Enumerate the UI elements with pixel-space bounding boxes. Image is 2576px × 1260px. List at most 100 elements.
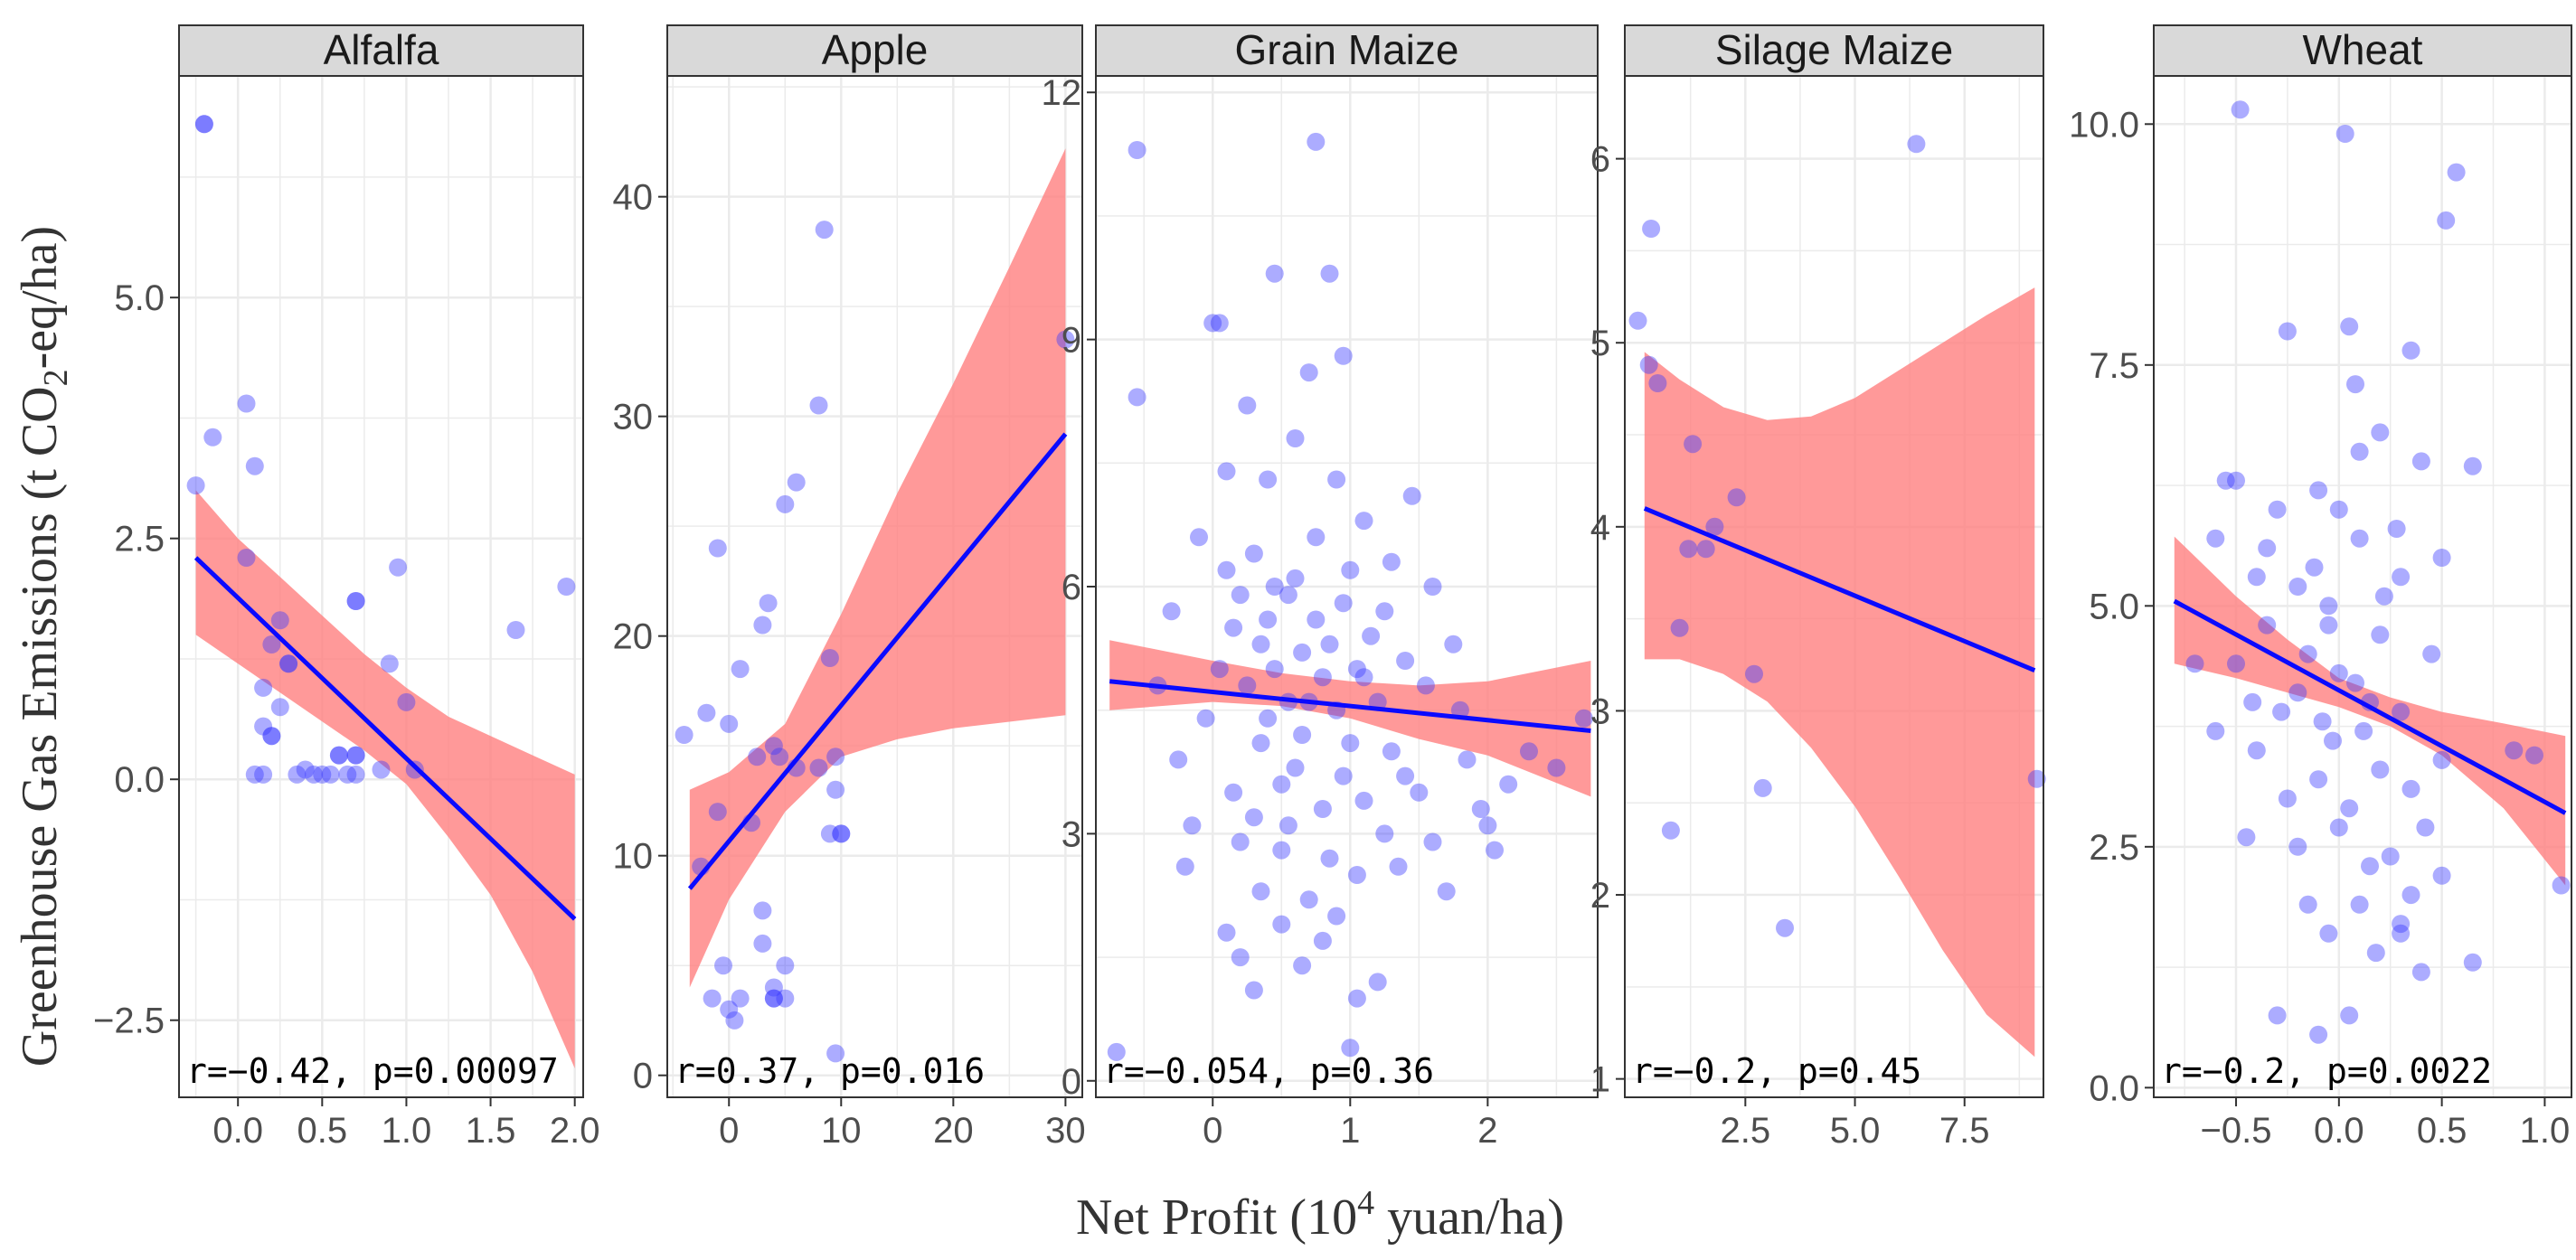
data-point [1354,668,1373,687]
data-point [1224,618,1243,637]
data-point [2340,317,2359,336]
confidence-band [1109,640,1591,797]
data-point [753,901,772,920]
facet-strip [2153,24,2572,77]
x-tick-label: 0.5 [297,1111,348,1151]
data-point [2401,779,2420,798]
data-point [1293,726,1312,744]
data-point [2268,1006,2287,1025]
data-point [2392,702,2411,721]
data-point [1745,664,1763,683]
facet-strip-label: Alfalfa [324,26,439,73]
data-point [203,428,222,447]
data-point [1423,832,1442,851]
data-point [1299,890,1318,909]
x-tick-label: 0.5 [2417,1111,2467,1151]
data-point [1423,578,1442,596]
data-point [2272,702,2291,721]
data-point [254,765,273,784]
data-point [1389,857,1408,876]
y-tick-label: 5 [1590,324,1610,363]
data-point [270,698,289,717]
data-point [1175,857,1194,876]
data-point [1128,388,1146,407]
data-point [279,654,298,673]
data-point [1341,734,1360,753]
data-point [2350,529,2369,548]
y-tick-label: 6 [1062,568,1081,607]
data-point [708,803,727,822]
correlation-annotation: r=0.37, p=0.016 [675,1051,985,1091]
data-point [770,748,789,766]
data-point [1272,775,1291,794]
x-axis-title-superscript: 4 [1357,1184,1374,1222]
y-tick-label: 3 [1590,691,1610,731]
data-point [2387,520,2406,538]
data-point [1368,973,1387,992]
data-point [1162,602,1181,621]
y-tick-label: 5.0 [114,278,165,318]
facet-strip-label: Wheat [2303,26,2423,73]
data-point [1196,709,1215,728]
data-point [1396,766,1415,785]
data-point [1107,1042,1126,1061]
data-point [2298,644,2317,663]
data-point [2258,616,2277,635]
data-point [826,748,845,766]
data-point [708,539,727,558]
x-tick-label: 0 [1203,1111,1222,1151]
panel-wheat: Wheat −0.5 0.0 0.5 1.0 0.0 2.5 5.0 7.5 10.0 r=−0.2… [2069,24,2572,1151]
data-point [1907,135,1926,154]
y-tick-label: 5.0 [2089,587,2139,626]
data-point [2216,471,2235,490]
data-point [2371,760,2390,779]
y-tick-label: 0.0 [114,760,165,800]
data-point [697,703,716,722]
data-point [1661,821,1680,840]
y-tick-label: 30 [613,398,654,437]
data-point [1313,931,1332,950]
y-tick-label: 2 [1590,876,1610,916]
data-point [2354,721,2373,740]
x-tick-label: 2.5 [1721,1111,1771,1151]
data-point [1642,220,1661,238]
data-point [2268,500,2287,519]
data-point [2371,625,2390,644]
data-point [1307,528,1326,547]
data-point [2278,789,2297,808]
data-point [1437,882,1456,901]
data-point [329,746,348,765]
data-point [2366,944,2385,963]
data-point [1705,517,1724,536]
data-point [313,765,332,784]
data-point [1128,141,1146,159]
data-point [2401,886,2420,905]
data-point [2350,442,2369,461]
data-point [1286,569,1305,588]
x-tick-label: 0.0 [2314,1111,2364,1151]
x-tick-label: 1 [1340,1111,1360,1151]
data-point [2401,341,2420,360]
data-point [1458,750,1477,769]
data-point [1574,709,1593,728]
data-point [703,989,722,1008]
data-point [2305,558,2324,577]
data-point [2247,568,2266,587]
data-point [2185,654,2204,673]
data-point [1679,540,1698,559]
data-point [675,726,694,744]
data-point [820,824,839,843]
data-point [1375,824,1394,843]
data-point [1334,594,1353,613]
data-point [720,714,739,733]
facet-strip [178,24,584,77]
data-point [372,760,391,779]
data-point [1244,808,1263,827]
scatter-points [2185,100,2571,1044]
x-tick-label: 1.0 [2520,1111,2571,1151]
data-point [1499,775,1518,794]
data-point [832,824,851,843]
data-point [557,578,576,596]
data-point [1203,314,1222,333]
